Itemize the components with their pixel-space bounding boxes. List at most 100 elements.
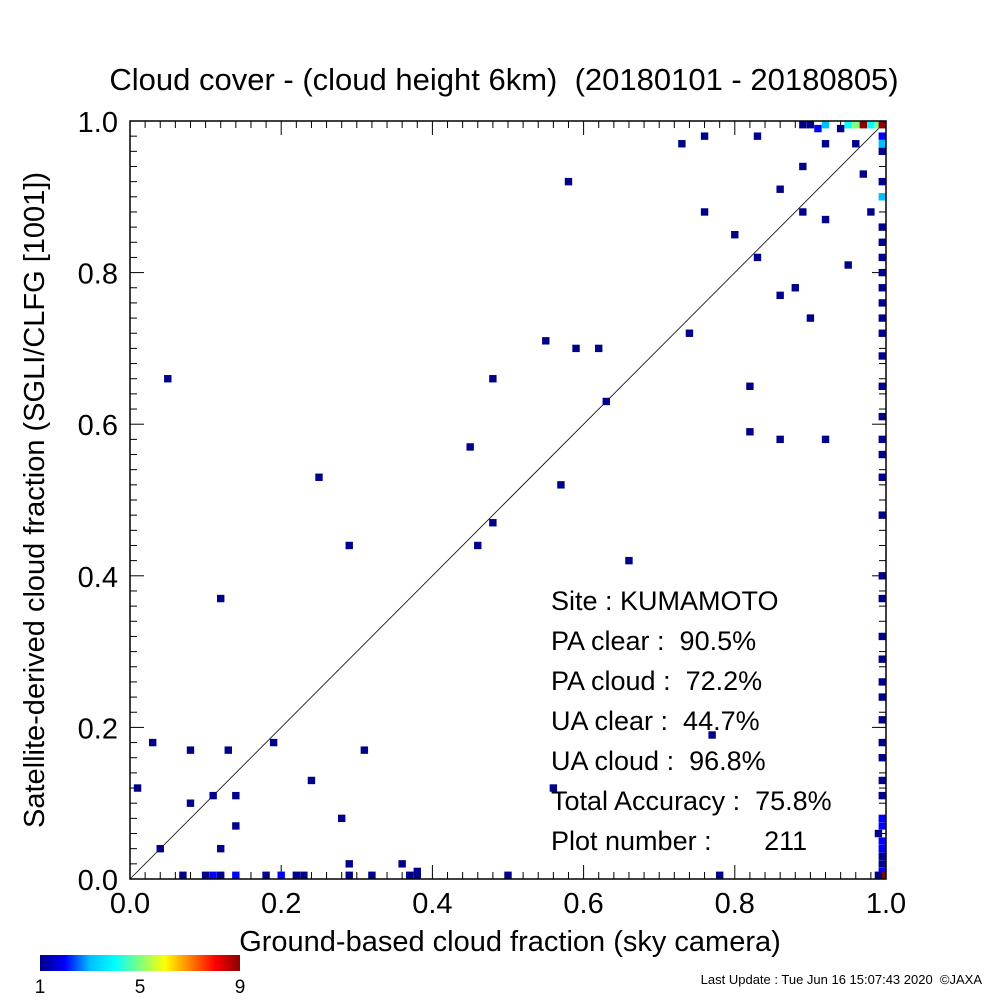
data-point	[262, 871, 270, 879]
one-to-one-line	[129, 120, 887, 880]
data-point	[148, 738, 157, 747]
data-point	[232, 822, 240, 830]
data-point	[878, 632, 886, 641]
data-point	[776, 435, 784, 444]
data-point	[337, 814, 346, 823]
data-point	[852, 121, 860, 129]
data-point	[466, 443, 474, 451]
data-point	[753, 132, 762, 140]
data-point	[602, 397, 610, 406]
data-point	[878, 776, 886, 785]
data-point	[708, 731, 716, 739]
data-point	[209, 791, 217, 800]
data-point	[413, 867, 421, 876]
data-point	[799, 208, 807, 216]
data-point	[232, 791, 240, 800]
data-point	[878, 791, 886, 800]
x-tick-label: 0.4	[412, 888, 452, 920]
data-point	[746, 428, 754, 436]
colorbar-label-min: 1	[35, 977, 46, 998]
data-point	[398, 860, 406, 868]
x-tick-label: 1.0	[866, 888, 906, 920]
data-point	[859, 121, 868, 129]
data-point	[776, 185, 784, 193]
data-point	[557, 481, 565, 489]
data-point	[307, 776, 316, 785]
colorbar-label-max: 9	[235, 977, 246, 998]
data-point	[799, 121, 807, 129]
data-point	[715, 871, 724, 879]
data-point	[186, 799, 195, 807]
data-point	[542, 337, 550, 345]
data-point	[878, 132, 886, 140]
data-point	[878, 837, 886, 845]
data-point	[753, 253, 762, 262]
data-point	[874, 829, 883, 838]
y-tick-label: 1.0	[78, 107, 118, 139]
stat-ua-clear: UA clear : 44.7%	[551, 706, 760, 736]
data-points	[133, 121, 886, 879]
data-point	[489, 519, 497, 527]
data-point	[776, 291, 784, 300]
y-tick-label: 0.8	[78, 259, 118, 291]
data-point	[836, 124, 845, 133]
data-point	[345, 541, 353, 550]
data-point	[799, 162, 807, 171]
x-tick-label: 0.6	[563, 888, 603, 920]
data-point	[878, 253, 886, 262]
data-point	[867, 208, 875, 216]
data-point	[878, 193, 886, 201]
data-point	[413, 871, 421, 879]
data-point	[878, 511, 886, 519]
data-point	[878, 852, 886, 860]
data-point	[874, 121, 883, 129]
data-point	[821, 215, 830, 224]
data-point	[821, 435, 830, 444]
data-point	[315, 473, 323, 481]
data-point	[368, 871, 376, 879]
data-point	[874, 871, 883, 879]
data-point	[345, 871, 353, 879]
stat-site: Site : KUMAMOTO	[551, 586, 779, 616]
data-point	[878, 412, 886, 421]
data-point	[878, 352, 886, 360]
data-point	[878, 268, 886, 277]
data-point	[878, 121, 886, 129]
data-point	[474, 541, 482, 550]
data-point	[878, 678, 886, 686]
data-point	[806, 121, 815, 129]
y-axis-label: Satellite-derived cloud fraction (SGLI/C…	[19, 172, 51, 828]
plot-frame	[129, 120, 887, 880]
stat-ua-cloud: UA cloud : 96.8%	[551, 746, 766, 776]
data-point	[791, 284, 799, 292]
data-point	[133, 784, 142, 792]
data-point	[277, 871, 285, 879]
data-point	[731, 231, 739, 239]
x-tick-label: 0.0	[110, 888, 150, 920]
y-tick-label: 0.2	[78, 713, 118, 745]
data-point	[201, 871, 210, 879]
data-point	[878, 238, 886, 246]
data-point	[878, 314, 886, 322]
data-point	[878, 655, 886, 663]
data-point	[156, 844, 164, 853]
data-point	[564, 177, 573, 186]
data-point	[878, 299, 886, 307]
data-point	[489, 375, 497, 383]
data-point	[878, 177, 886, 186]
data-point	[300, 871, 308, 879]
data-point	[878, 844, 886, 853]
data-point	[878, 867, 886, 876]
data-point	[878, 716, 886, 724]
stat-pa-clear: PA clear : 90.5%	[551, 626, 756, 656]
data-point	[878, 382, 886, 390]
data-point	[406, 871, 414, 879]
data-point	[700, 208, 709, 216]
data-point	[595, 344, 603, 353]
data-point	[878, 140, 886, 148]
stat-plot-number: Plot number : 211	[551, 826, 807, 856]
data-point	[504, 871, 512, 879]
data-point	[878, 738, 886, 747]
data-point	[878, 147, 886, 156]
colorbar-label-mid: 5	[135, 977, 146, 998]
